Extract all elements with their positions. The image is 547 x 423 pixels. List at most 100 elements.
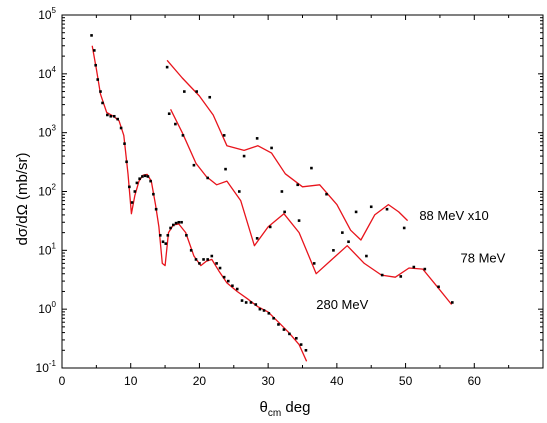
y-axis-title: dσ/dΩ (mb/sr) <box>14 153 31 246</box>
data-point <box>172 223 175 227</box>
data-point <box>312 262 316 265</box>
y-tick-label: 102 <box>38 183 56 199</box>
data-point <box>119 126 123 130</box>
data-point <box>304 348 308 352</box>
data-point <box>106 113 109 117</box>
data-point <box>437 285 440 289</box>
data-point <box>240 299 244 302</box>
series-label: 88 MeV x10 <box>419 208 488 223</box>
x-axis-label: θcm deg <box>260 399 311 419</box>
data-point <box>130 201 134 204</box>
data-point <box>255 137 259 140</box>
data-point <box>161 240 165 244</box>
data-point <box>224 167 227 171</box>
data-point <box>195 90 198 93</box>
data-point <box>325 192 328 196</box>
x-axis-title: θcm deg <box>260 399 311 419</box>
data-point <box>385 207 389 211</box>
data-point <box>270 146 273 150</box>
fit-curve-series-0 <box>91 45 308 362</box>
data-point <box>123 142 126 145</box>
data-point <box>267 312 271 315</box>
data-point <box>222 134 226 137</box>
data-point <box>92 49 96 52</box>
y-tick-label: 101 <box>38 241 56 257</box>
data-point <box>244 301 248 304</box>
x-tick-label: 0 <box>59 374 66 388</box>
data-point <box>185 234 188 237</box>
x-tick-label: 40 <box>330 374 344 388</box>
data-point <box>242 154 246 158</box>
data-point <box>295 336 298 340</box>
x-tick-label: 30 <box>261 374 275 388</box>
data-point <box>165 65 169 69</box>
x-tick-label: 60 <box>468 374 482 388</box>
data-point <box>128 185 131 189</box>
data-point <box>235 287 239 291</box>
data-point <box>283 210 286 214</box>
fit-curve-series-2 <box>166 59 409 241</box>
data-point <box>143 174 147 178</box>
data-point <box>365 254 368 258</box>
data-point <box>288 332 291 336</box>
data-point <box>226 279 230 283</box>
data-point <box>112 114 116 118</box>
data-point <box>280 190 284 193</box>
x-tick-label: 50 <box>399 374 413 388</box>
data-point <box>231 284 234 288</box>
data-point <box>297 219 301 222</box>
x-axis-title-symbol: θ <box>260 399 268 416</box>
series-label: 280 MeV <box>316 297 368 312</box>
data-point <box>133 190 137 193</box>
data-point <box>296 183 299 187</box>
data-point <box>206 258 209 261</box>
data-point <box>237 190 241 193</box>
data-point <box>369 205 373 209</box>
data-point <box>94 63 97 67</box>
data-point <box>109 114 113 118</box>
data-point <box>141 175 144 178</box>
data-point <box>164 242 168 245</box>
y-tick-label: 100 <box>38 300 56 316</box>
data-point <box>135 181 139 185</box>
fit-curves <box>91 45 453 362</box>
plot-frame <box>61 14 544 369</box>
data-point <box>272 316 275 320</box>
y-tick-label: 103 <box>38 124 56 140</box>
data-point <box>218 266 222 270</box>
data-point <box>192 163 196 167</box>
data-point <box>282 328 286 331</box>
data-point <box>174 221 178 225</box>
data-point <box>149 179 152 183</box>
y-tick-label: 104 <box>38 65 56 81</box>
data-point <box>399 275 403 278</box>
data-point <box>90 34 93 37</box>
data-point <box>354 210 358 214</box>
y-axis-label: dσ/dΩ (mb/sr) <box>14 153 31 246</box>
data-point <box>174 122 177 126</box>
data-point <box>158 234 162 237</box>
data-point <box>138 177 141 181</box>
data-point <box>412 265 416 269</box>
data-point <box>402 226 406 230</box>
x-axis-title-unit: deg <box>281 399 310 416</box>
data-point <box>268 225 272 229</box>
data-point <box>332 249 335 252</box>
data-point <box>310 166 313 170</box>
data-point <box>215 262 218 265</box>
data-point <box>222 275 226 279</box>
data-point <box>180 220 183 224</box>
fit-curve-series-1 <box>170 109 453 305</box>
data-point <box>183 90 186 93</box>
data-point <box>208 95 212 99</box>
data-point <box>341 231 344 234</box>
data-point <box>255 237 259 240</box>
data-point <box>169 226 172 230</box>
data-point <box>99 90 102 93</box>
data-point <box>166 234 170 237</box>
x-tick-label: 10 <box>124 374 138 388</box>
data-point <box>206 176 209 180</box>
data-point <box>101 101 104 105</box>
series-labels: 280 MeV 78 MeV 88 MeV x10 <box>316 208 505 312</box>
